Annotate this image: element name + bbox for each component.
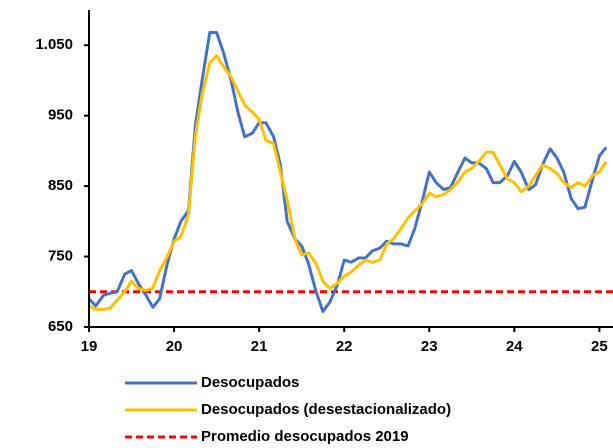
x-tick-label: 19 bbox=[81, 338, 98, 355]
y-tick-label: 1.050 bbox=[35, 36, 73, 53]
y-tick-label: 750 bbox=[48, 248, 73, 265]
x-tick-label: 20 bbox=[166, 338, 183, 355]
plot-area bbox=[89, 31, 613, 313]
legend-label: Desocupados bbox=[201, 374, 299, 391]
legend-label: Promedio desocupados 2019 bbox=[201, 428, 409, 445]
y-tick-label: 850 bbox=[48, 177, 73, 194]
x-tick-label: 22 bbox=[336, 338, 353, 355]
y-tick-label: 950 bbox=[48, 107, 73, 124]
legend-label: Desocupados (desestacionalizado) bbox=[201, 401, 451, 418]
x-tick-label: 21 bbox=[251, 338, 268, 355]
y-tick-label: 650 bbox=[48, 318, 73, 335]
series-line bbox=[89, 31, 608, 313]
x-tick-label: 25 bbox=[591, 338, 608, 355]
x-tick-label: 24 bbox=[506, 338, 523, 355]
x-tick-label: 23 bbox=[421, 338, 438, 355]
series-line bbox=[89, 54, 608, 311]
